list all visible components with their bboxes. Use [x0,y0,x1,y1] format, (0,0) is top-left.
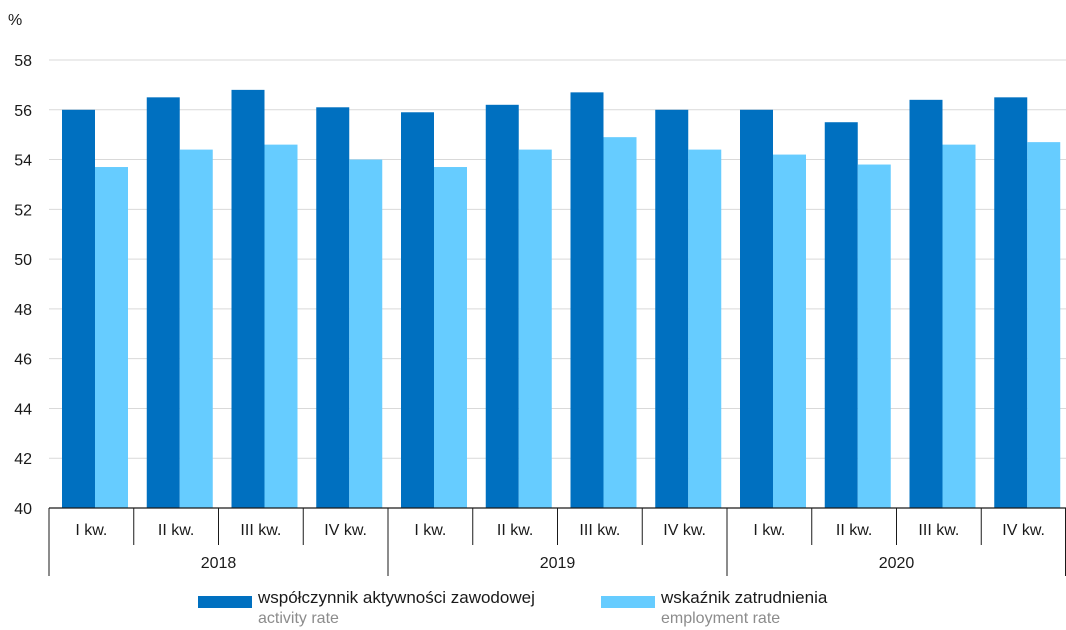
legend-sublabel-employment-rate: employment rate [661,610,781,627]
bar-employment-rate [95,167,128,508]
x-group-label: 2018 [201,555,237,572]
y-tick-label: 54 [14,153,32,170]
x-tick-label: IV kw. [1002,522,1045,539]
bar-activity-rate [570,92,604,508]
x-axis: I kw. II kw. III kw. IV kw. I kw. II kw. III k… [48,507,1066,576]
y-axis-unit-label: % [8,12,22,29]
y-tick-label: 40 [14,501,32,518]
bar-activity-rate [316,107,350,509]
x-tick-label: I kw. [753,522,785,539]
bar-activity-rate [62,109,95,509]
y-tick-label: 56 [14,103,32,120]
x-tick-label: IV kw. [324,522,367,539]
y-tick-label: 58 [14,53,32,70]
x-tick-label: III kw. [240,522,281,539]
y-tick-label: 42 [14,451,32,468]
bar-employment-rate [942,144,976,508]
bar-chart: % 40 42 44 46 48 50 52 54 56 58 I kw. II kw. III kw… [8,12,1066,576]
bar-activity-rate [994,97,1028,508]
bar-activity-rate [824,122,858,508]
x-tick-label: III kw. [579,522,620,539]
x-group-label: 2020 [879,555,915,572]
y-axis-ticks: 40 42 44 46 48 50 52 54 56 58 [14,53,32,518]
bar-employment-rate [688,149,722,508]
x-group-label: 2019 [540,555,576,572]
bar-employment-rate [434,167,467,508]
bar-employment-rate [264,144,298,508]
bar-activity-rate [655,109,689,509]
bar-employment-rate [603,137,637,508]
x-tick-label: II kw. [497,522,533,539]
legend-swatch-employment-rate [601,596,655,608]
bars [62,89,1061,509]
legend-sublabel-activity-rate: activity rate [258,610,339,627]
bar-employment-rate [518,149,552,508]
y-tick-label: 48 [14,302,32,319]
y-tick-label: 46 [14,352,32,369]
gridlines [49,59,1066,459]
legend: współczynnik aktywności zawodowej activi… [0,588,1066,630]
bar-activity-rate [740,109,773,509]
y-tick-label: 52 [14,202,32,219]
bar-employment-rate [1027,142,1061,508]
y-tick-label: 44 [14,401,32,418]
bar-activity-rate [485,104,519,509]
legend-label-activity-rate: współczynnik aktywności zawodowej [258,588,535,607]
bar-employment-rate [857,164,891,509]
y-tick-label: 50 [14,252,32,269]
legend-label-employment-rate: wskaźnik zatrudnienia [661,588,828,607]
x-tick-label: IV kw. [663,522,706,539]
x-tick-label: I kw. [414,522,446,539]
bar-employment-rate [349,159,383,509]
bar-employment-rate [773,154,806,509]
bar-employment-rate [179,149,213,508]
bar-activity-rate [231,89,265,508]
x-tick-label: I kw. [75,522,107,539]
bar-activity-rate [909,99,943,509]
x-tick-label: II kw. [836,522,872,539]
bar-activity-rate [401,112,434,509]
x-tick-label: III kw. [918,522,959,539]
bar-activity-rate [146,97,180,508]
legend-swatch-activity-rate [198,596,252,608]
x-tick-label: II kw. [158,522,194,539]
